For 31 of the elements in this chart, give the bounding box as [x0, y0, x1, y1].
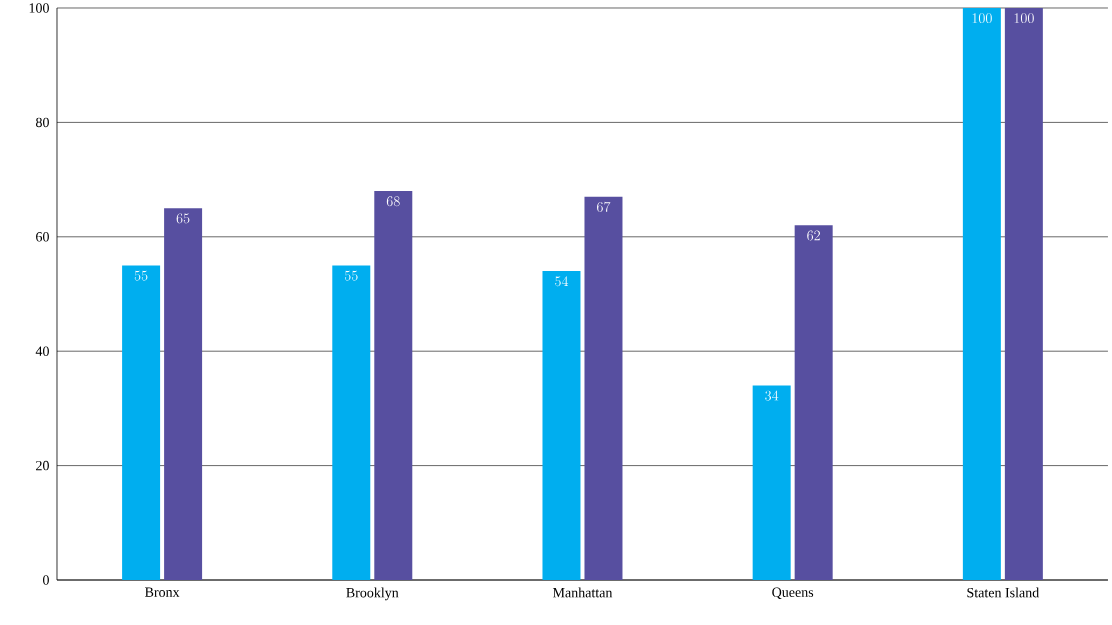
bar: [374, 191, 413, 580]
y-tick-label: 60: [36, 232, 49, 242]
y-tick-label: 80: [36, 117, 49, 128]
data-label: 67: [597, 201, 611, 212]
x-tick-label: Bronx: [145, 587, 180, 597]
bar: [164, 208, 203, 580]
data-label: 62: [807, 230, 820, 241]
bar: [1004, 8, 1043, 580]
x-tick-label: Queens: [772, 587, 814, 600]
y-tick-label: 40: [35, 346, 49, 356]
data-label: 65: [176, 213, 190, 224]
bar: [332, 265, 371, 580]
data-label: 55: [344, 270, 358, 281]
bar: [794, 225, 833, 580]
data-label: 54: [555, 276, 569, 287]
y-tick-label: 0: [43, 575, 49, 585]
y-tick-label: 20: [36, 460, 49, 471]
y-tick-label: 100: [29, 3, 49, 13]
data-label: 68: [386, 196, 400, 207]
bar: [542, 271, 581, 580]
x-tick-label: Manhattan: [552, 587, 613, 598]
bar: [752, 385, 791, 580]
bar: [584, 196, 623, 580]
data-label: 34: [765, 390, 779, 401]
bar: [962, 8, 1001, 580]
x-tick-label: Staten Island: [967, 587, 1040, 598]
x-tick-label: Brooklyn: [346, 587, 399, 601]
bar: [122, 265, 161, 580]
data-label: 55: [134, 270, 148, 281]
data-label: 100: [972, 13, 992, 24]
data-label: 100: [1014, 13, 1034, 24]
